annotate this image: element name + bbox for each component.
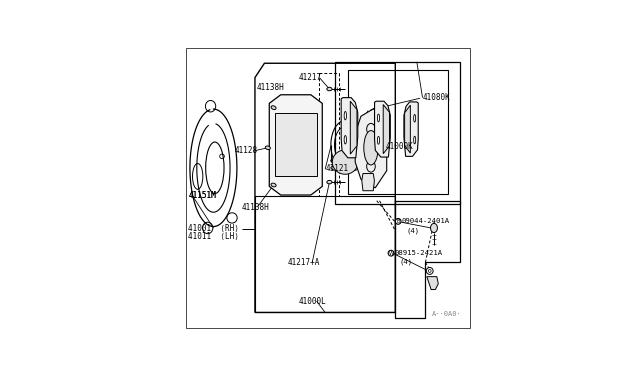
Ellipse shape bbox=[378, 137, 380, 144]
Text: 41151M: 41151M bbox=[188, 190, 216, 199]
Bar bbox=[255, 196, 396, 312]
Polygon shape bbox=[269, 95, 323, 195]
Text: W: W bbox=[388, 251, 394, 256]
Ellipse shape bbox=[344, 135, 346, 144]
Bar bbox=[335, 62, 460, 203]
Ellipse shape bbox=[428, 269, 431, 272]
Text: 08915-2421A: 08915-2421A bbox=[394, 250, 443, 256]
Ellipse shape bbox=[344, 112, 346, 120]
Polygon shape bbox=[350, 101, 357, 154]
Text: 41217: 41217 bbox=[299, 73, 322, 82]
Polygon shape bbox=[341, 97, 358, 158]
Text: 09044-2401A: 09044-2401A bbox=[402, 218, 450, 224]
Text: 41128: 41128 bbox=[235, 145, 258, 154]
Ellipse shape bbox=[271, 106, 276, 110]
Text: 41138H: 41138H bbox=[257, 83, 284, 92]
Polygon shape bbox=[275, 113, 317, 176]
Text: 41080K: 41080K bbox=[422, 93, 451, 102]
Text: 41138H: 41138H bbox=[241, 203, 269, 212]
Text: 41217+A: 41217+A bbox=[288, 258, 320, 267]
Ellipse shape bbox=[426, 267, 433, 275]
Polygon shape bbox=[404, 105, 410, 153]
Ellipse shape bbox=[413, 136, 415, 144]
Text: (4): (4) bbox=[399, 259, 413, 265]
Text: (4): (4) bbox=[407, 227, 420, 234]
Bar bbox=[348, 70, 448, 193]
Ellipse shape bbox=[271, 183, 276, 187]
Text: 41001  ⟨RH⟩: 41001 ⟨RH⟩ bbox=[188, 224, 239, 232]
Ellipse shape bbox=[327, 87, 332, 91]
Text: A··0A0·: A··0A0· bbox=[432, 311, 461, 317]
Polygon shape bbox=[427, 277, 438, 289]
Ellipse shape bbox=[327, 180, 332, 184]
Polygon shape bbox=[362, 173, 374, 191]
Text: 41121: 41121 bbox=[325, 164, 348, 173]
Ellipse shape bbox=[364, 131, 378, 165]
Circle shape bbox=[396, 218, 401, 224]
Polygon shape bbox=[404, 102, 418, 156]
Polygon shape bbox=[383, 105, 390, 154]
Text: 41151M: 41151M bbox=[188, 190, 216, 199]
Polygon shape bbox=[374, 101, 390, 157]
Text: 41000L: 41000L bbox=[298, 296, 326, 305]
Ellipse shape bbox=[332, 150, 358, 174]
Ellipse shape bbox=[431, 223, 437, 232]
Ellipse shape bbox=[413, 115, 415, 122]
Circle shape bbox=[388, 250, 394, 256]
Text: 41011  ⟨LH⟩: 41011 ⟨LH⟩ bbox=[188, 232, 239, 241]
Ellipse shape bbox=[266, 146, 270, 150]
Polygon shape bbox=[355, 108, 387, 188]
Text: 41000K: 41000K bbox=[385, 142, 413, 151]
Ellipse shape bbox=[378, 114, 380, 122]
Text: B: B bbox=[396, 219, 400, 224]
